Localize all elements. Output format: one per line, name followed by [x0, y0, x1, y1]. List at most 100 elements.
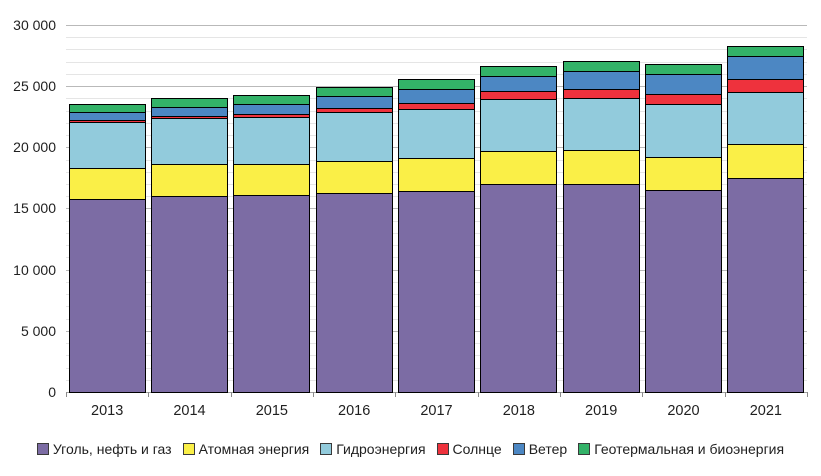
y-axis-tick-label: 30 000	[13, 17, 56, 33]
bar-segment-wind	[399, 89, 474, 103]
bar-segment-solar	[316, 108, 392, 112]
bar-segment-nuclear	[69, 168, 145, 199]
y-axis-tick-label: 5 000	[20, 323, 56, 339]
bar-segment-solar	[646, 94, 721, 104]
bar-segment-fossil	[646, 190, 721, 392]
bar-2013	[68, 104, 146, 393]
x-axis-tick	[725, 392, 726, 397]
gridline-minor	[66, 49, 807, 50]
bar-segment-wind	[728, 56, 804, 79]
bar-segment-fossil	[728, 178, 804, 392]
x-axis-tick	[560, 392, 561, 397]
bar-segment-wind	[234, 104, 310, 114]
legend-label-nuclear: Атомная энергия	[198, 441, 310, 457]
bar-segment-geo-bio	[152, 99, 227, 107]
bar-segment-geo-bio	[69, 105, 145, 112]
y-axis-tick-label: 10 000	[13, 262, 56, 278]
bar-segment-solar	[234, 114, 310, 117]
x-axis-tick	[395, 392, 396, 397]
bar-2015	[233, 95, 311, 393]
bar-segment-fossil	[481, 184, 557, 392]
legend-label-fossil: Уголь, нефть и газ	[52, 441, 172, 457]
x-axis-tick	[642, 392, 643, 397]
bar-segment-nuclear	[152, 164, 227, 196]
legend-swatch-nuclear	[182, 443, 195, 455]
bar-segment-geo-bio	[563, 62, 639, 71]
bar-segment-wind	[69, 112, 145, 120]
x-axis-tick	[478, 392, 479, 397]
legend-label-wind: Ветер	[528, 441, 568, 457]
bar-segment-hydro	[399, 109, 474, 158]
legend-item-hydro: Гидроэнергия	[320, 441, 426, 457]
bar-segment-hydro	[152, 118, 227, 164]
x-axis-label: 2016	[338, 403, 371, 419]
legend-label-geo-bio: Геотермальная и биоэнергия	[594, 441, 785, 457]
bar-segment-nuclear	[481, 151, 557, 184]
bar-segment-geo-bio	[316, 88, 392, 96]
y-axis-tick-label: 20 000	[13, 139, 56, 155]
bar-segment-solar	[481, 91, 557, 99]
x-axis-label: 2015	[255, 403, 288, 419]
legend-swatch-solar	[436, 443, 449, 455]
gridline-major	[66, 25, 807, 26]
bar-segment-wind	[316, 96, 392, 108]
bar-2021	[727, 46, 805, 393]
x-axis-label: 2020	[667, 403, 700, 419]
bar-2014	[151, 98, 228, 393]
legend-swatch-hydro	[320, 443, 333, 455]
bar-segment-nuclear	[399, 158, 474, 191]
bar-2017	[398, 79, 475, 393]
bar-segment-fossil	[152, 196, 227, 392]
x-axis-tick	[231, 392, 232, 397]
x-axis-label: 2017	[420, 403, 453, 419]
gridline-minor	[66, 74, 807, 75]
bar-segment-fossil	[563, 184, 639, 392]
bar-segment-geo-bio	[646, 65, 721, 74]
bar-segment-wind	[152, 107, 227, 116]
legend-item-fossil: Уголь, нефть и газ	[36, 441, 172, 457]
bar-segment-hydro	[481, 99, 557, 151]
gridline-minor	[66, 62, 807, 63]
legend-item-nuclear: Атомная энергия	[182, 441, 310, 457]
bar-segment-wind	[646, 74, 721, 94]
bar-segment-nuclear	[234, 164, 310, 195]
bar-segment-hydro	[563, 98, 639, 150]
bar-segment-hydro	[234, 117, 310, 164]
legend-label-hydro: Гидроэнергия	[336, 441, 426, 457]
bar-2016	[315, 87, 393, 393]
x-axis-label: 2013	[91, 403, 124, 419]
x-axis-label: 2018	[502, 403, 535, 419]
bar-segment-solar	[563, 89, 639, 98]
bar-segment-nuclear	[316, 161, 392, 193]
x-axis-tick	[807, 392, 808, 397]
y-axis-tick-label: 25 000	[13, 78, 56, 94]
bar-segment-geo-bio	[234, 96, 310, 104]
bar-segment-solar	[152, 116, 227, 118]
gridline-minor	[66, 37, 807, 38]
legend-item-wind: Ветер	[512, 441, 568, 457]
legend-swatch-geo-bio	[578, 443, 591, 455]
bar-2020	[645, 64, 722, 393]
legend-item-geo-bio: Геотермальная и биоэнергия	[578, 441, 784, 457]
legend-swatch-fossil	[36, 443, 49, 455]
bar-segment-hydro	[69, 122, 145, 168]
bar-2018	[480, 66, 558, 393]
plot-area	[66, 25, 808, 397]
bar-segment-nuclear	[646, 157, 721, 190]
x-axis-tick	[66, 392, 67, 397]
y-axis-tick-label: 0	[48, 384, 56, 400]
x-axis-tick	[148, 392, 149, 397]
legend-label-solar: Солнце	[452, 441, 502, 457]
bar-segment-nuclear	[563, 150, 639, 184]
legend-item-solar: Солнце	[436, 441, 502, 457]
x-axis-tick	[313, 392, 314, 397]
bar-segment-hydro	[316, 112, 392, 161]
bar-segment-wind	[481, 76, 557, 91]
bar-segment-hydro	[728, 92, 804, 144]
bar-2019	[562, 61, 640, 393]
x-axis-label: 2014	[173, 403, 206, 419]
bar-segment-geo-bio	[481, 67, 557, 76]
bar-segment-fossil	[399, 191, 474, 392]
bar-segment-geo-bio	[728, 47, 804, 56]
